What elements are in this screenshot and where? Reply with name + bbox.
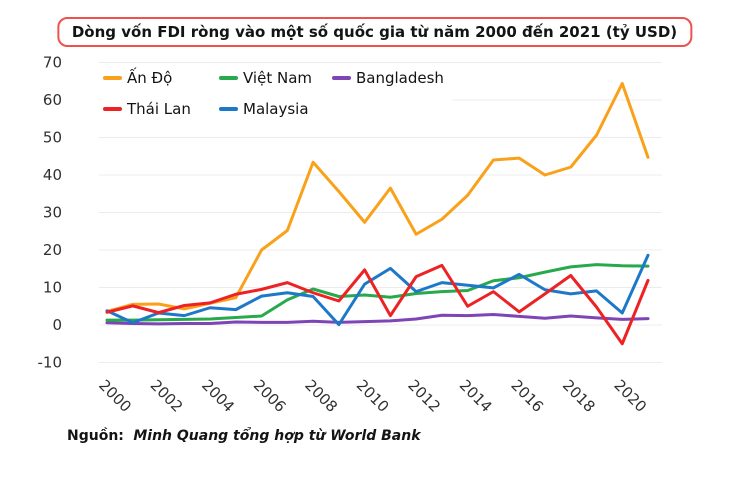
x-axis-tick-label: 2004 xyxy=(198,376,238,416)
y-axis-tick-label: 60 xyxy=(43,91,62,109)
x-axis-tick-label: 2018 xyxy=(559,376,599,416)
series-line-Bangladesh xyxy=(105,313,650,326)
chart-title-box: Dòng vốn FDI ròng vào một số quốc gia từ… xyxy=(56,17,693,47)
x-axis-tick-label: 2020 xyxy=(610,376,650,416)
y-axis-tick-label: 0 xyxy=(52,316,62,334)
y-axis-tick-label: 40 xyxy=(43,166,62,184)
x-axis-tick-label: 2010 xyxy=(353,376,393,416)
y-axis-tick-label: 70 xyxy=(43,54,62,72)
y-axis-tick-label: 10 xyxy=(43,279,62,297)
x-axis-tick-label: 2016 xyxy=(507,376,547,416)
y-axis-tick-label: -10 xyxy=(38,354,63,372)
legend-item-viet-nam: Việt Nam xyxy=(219,69,332,87)
series-line-Ấn Độ xyxy=(105,82,650,313)
source-note: Nguồn: Minh Quang tổng hợp từ World Bank xyxy=(67,428,421,444)
series-line-Thái Lan xyxy=(105,263,650,346)
x-axis-tick-label: 2012 xyxy=(404,376,444,416)
legend-line-swatch-icon xyxy=(332,76,351,80)
legend-item-thai-lan: Thái Lan xyxy=(103,100,219,118)
chart-title: Dòng vốn FDI ròng vào một số quốc gia từ… xyxy=(71,23,678,41)
x-axis-tick-label: 2002 xyxy=(147,376,187,416)
y-axis-tick-label: 30 xyxy=(43,204,62,222)
legend-item-an-do: Ấn Độ xyxy=(103,69,219,87)
x-axis-tick-label: 2000 xyxy=(95,376,135,416)
legend-item-bangladesh: Bangladesh xyxy=(332,69,444,87)
series-line-Việt Nam xyxy=(105,263,650,322)
source-label: Nguồn: xyxy=(67,428,124,444)
series-line-Malaysia xyxy=(105,253,650,327)
legend-label: Việt Nam xyxy=(243,69,313,87)
legend-line-swatch-icon xyxy=(219,76,238,80)
legend-label: Thái Lan xyxy=(127,100,191,118)
x-axis-tick-label: 2006 xyxy=(250,376,290,416)
y-axis-tick-label: 20 xyxy=(43,241,62,259)
legend-item-malaysia: Malaysia xyxy=(219,100,332,118)
x-axis-tick-label: 2014 xyxy=(456,376,496,416)
legend-line-swatch-icon xyxy=(219,107,238,111)
legend-label: Ấn Độ xyxy=(127,69,173,87)
chart-legend: Ấn Độ Việt Nam Bangladesh Thái Lan Malay… xyxy=(100,66,452,121)
legend-label: Bangladesh xyxy=(356,69,444,87)
legend-line-swatch-icon xyxy=(103,76,122,80)
y-axis-tick-label: 50 xyxy=(43,129,62,147)
legend-line-swatch-icon xyxy=(103,107,122,111)
source-text: Minh Quang tổng hợp từ World Bank xyxy=(133,428,421,444)
x-axis-tick-label: 2008 xyxy=(301,376,341,416)
legend-label: Malaysia xyxy=(243,100,309,118)
